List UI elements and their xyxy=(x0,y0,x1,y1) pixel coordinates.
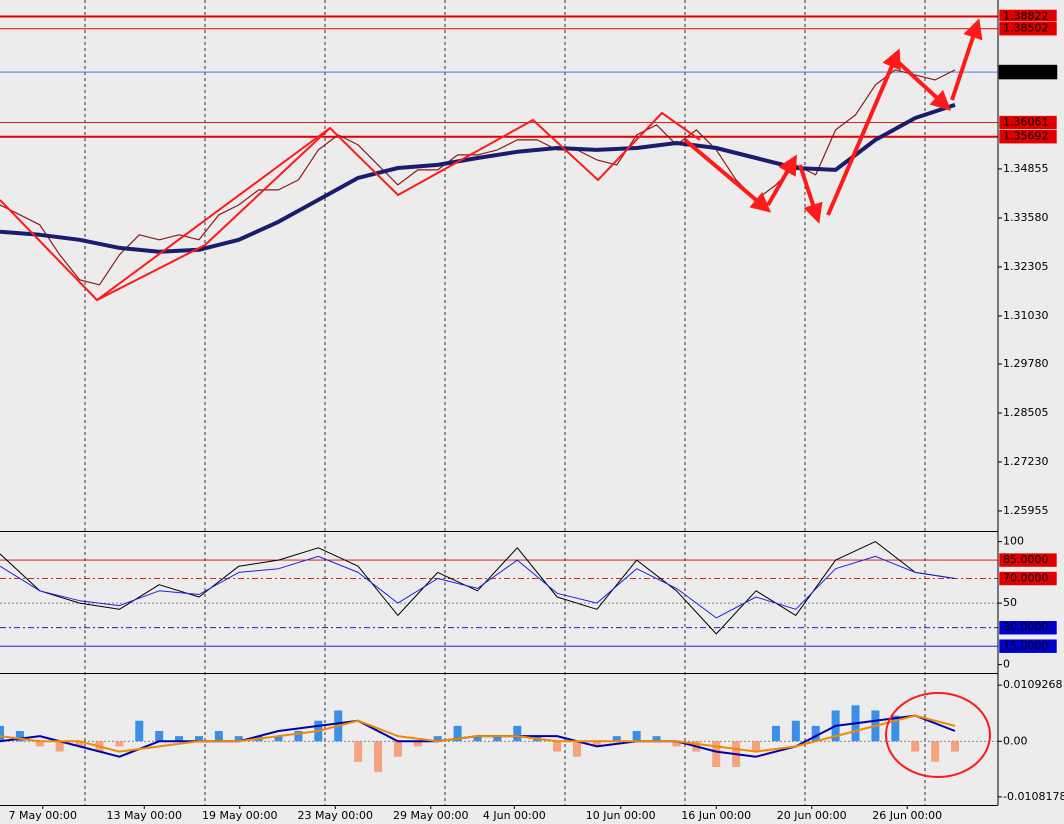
y-tick-label: 1.33580 xyxy=(1003,211,1049,224)
histogram-bar xyxy=(374,741,383,773)
x-tick-label: 26 Jun 00:00 xyxy=(872,809,942,822)
histogram-bar xyxy=(951,741,959,752)
level-label: 1.35692 xyxy=(1003,130,1049,143)
histogram-bar xyxy=(354,741,363,762)
histogram-bar xyxy=(473,736,482,742)
x-tick-label: 19 May 00:00 xyxy=(202,809,277,822)
histogram-bar xyxy=(234,736,243,742)
histogram-bar xyxy=(513,725,522,742)
histogram-bar xyxy=(0,725,4,742)
arrow xyxy=(683,138,772,213)
level-label: 1.37375 xyxy=(1003,65,1049,78)
histogram-bar xyxy=(911,741,920,752)
histogram-bar xyxy=(572,741,581,757)
trend-channel xyxy=(96,127,331,301)
histogram-bar xyxy=(652,736,661,742)
y-tick-label: 0 xyxy=(1003,658,1010,671)
y-tick-label: 0.0109268 xyxy=(1003,678,1063,691)
level-label-box xyxy=(998,620,1058,635)
histogram-bar xyxy=(115,741,124,747)
series-line xyxy=(0,555,956,619)
histogram-bar xyxy=(931,741,940,762)
y-tick-label: 1.31030 xyxy=(1003,309,1049,322)
y-tick-label: 50 xyxy=(1003,596,1017,609)
y-tick-label: 1.32305 xyxy=(1003,260,1049,273)
level-label-box xyxy=(998,638,1058,654)
histogram-bar xyxy=(393,741,402,757)
x-tick-label: 10 Jun 00:00 xyxy=(586,809,656,822)
histogram-bar xyxy=(413,741,422,747)
x-tick-label: 7 May 00:00 xyxy=(9,809,77,822)
histogram-bar xyxy=(791,720,800,742)
level-label: 1.38502 xyxy=(1003,22,1049,35)
x-tick-label: 29 May 00:00 xyxy=(393,809,468,822)
x-tick-label: 16 Jun 00:00 xyxy=(681,809,751,822)
y-tick-label: 0.00 xyxy=(1003,734,1028,747)
y-tick-label: 1.29780 xyxy=(1003,357,1049,370)
y-tick-label: 1.27230 xyxy=(1003,455,1049,468)
histogram-bar xyxy=(672,741,681,747)
histogram-bar xyxy=(175,736,184,742)
vertical-grid xyxy=(84,0,926,805)
level-label-box xyxy=(998,21,1058,36)
arrow xyxy=(766,154,797,206)
y-tick-label: 1.28505 xyxy=(1003,406,1049,419)
histogram-bar xyxy=(294,731,303,742)
histogram-bar xyxy=(592,741,601,747)
histogram-bar xyxy=(493,736,502,742)
x-tick-label: 4 Jun 00:00 xyxy=(483,809,546,822)
histogram-bar xyxy=(771,725,780,742)
histogram-bar xyxy=(75,741,84,747)
level-label-box xyxy=(998,129,1058,144)
x-tick-label: 13 May 00:00 xyxy=(107,809,182,822)
level-label: 15.0000 xyxy=(1003,639,1049,652)
arrow xyxy=(896,60,951,111)
x-tick-label: 23 May 00:00 xyxy=(298,809,373,822)
histogram-bar xyxy=(752,741,761,752)
histogram-bar xyxy=(891,715,900,742)
y-tick-label: 100 xyxy=(1003,535,1024,548)
plots xyxy=(0,15,998,773)
histogram-bar xyxy=(712,741,721,767)
level-label: 30.0000 xyxy=(1003,621,1049,634)
annotations xyxy=(0,18,991,778)
y-tick-label: 1.25955 xyxy=(1003,504,1049,517)
histogram-bar xyxy=(433,736,442,742)
highlight-circle xyxy=(885,692,991,778)
level-label-box xyxy=(998,552,1058,568)
level-label: 1.38822 xyxy=(1003,9,1049,22)
trend-zigzag xyxy=(0,111,701,302)
level-label: 85.0000 xyxy=(1003,553,1049,566)
y-tick-label: 1.34855 xyxy=(1003,162,1049,175)
histogram-bar xyxy=(135,720,144,742)
histogram-bar xyxy=(632,731,641,742)
histogram-bar xyxy=(194,736,203,742)
histogram-bar xyxy=(453,725,462,742)
level-label-box xyxy=(998,64,1058,80)
series-line xyxy=(0,714,956,753)
series-line xyxy=(0,541,956,635)
arrow xyxy=(950,18,983,101)
histogram-bar xyxy=(15,731,24,742)
histogram-bar xyxy=(811,725,820,742)
frame xyxy=(0,0,999,806)
histogram-bar xyxy=(553,741,562,752)
level-label: 70.0000 xyxy=(1003,572,1049,585)
arrow xyxy=(798,164,823,224)
x-tick-label: 20 Jun 00:00 xyxy=(777,809,847,822)
level-label: 1.36061 xyxy=(1003,116,1049,129)
level-label-box xyxy=(998,571,1058,586)
histogram-bar xyxy=(55,741,64,752)
histogram-bar xyxy=(274,736,283,742)
histogram-bar xyxy=(155,731,164,742)
histogram-bar xyxy=(214,731,223,742)
histogram-bar xyxy=(35,741,44,747)
histogram-bar xyxy=(612,736,621,742)
axis-labels: 1.34855 1.33580 1.32305 1.31030 1.29780 1.285… xyxy=(9,9,1064,822)
y-tick-label: -0.0108178 xyxy=(1003,790,1064,803)
arrow xyxy=(826,48,901,216)
